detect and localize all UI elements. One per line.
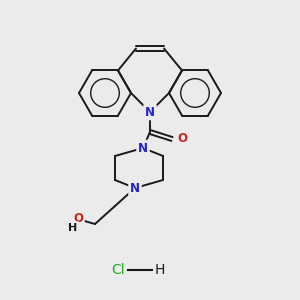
Text: H: H [68,223,78,233]
Text: Cl: Cl [111,263,125,277]
Text: O: O [177,133,187,146]
Text: H: H [155,263,165,277]
Text: N: N [130,182,140,194]
Text: N: N [138,142,148,154]
Text: N: N [145,106,155,118]
Text: O: O [73,212,83,224]
